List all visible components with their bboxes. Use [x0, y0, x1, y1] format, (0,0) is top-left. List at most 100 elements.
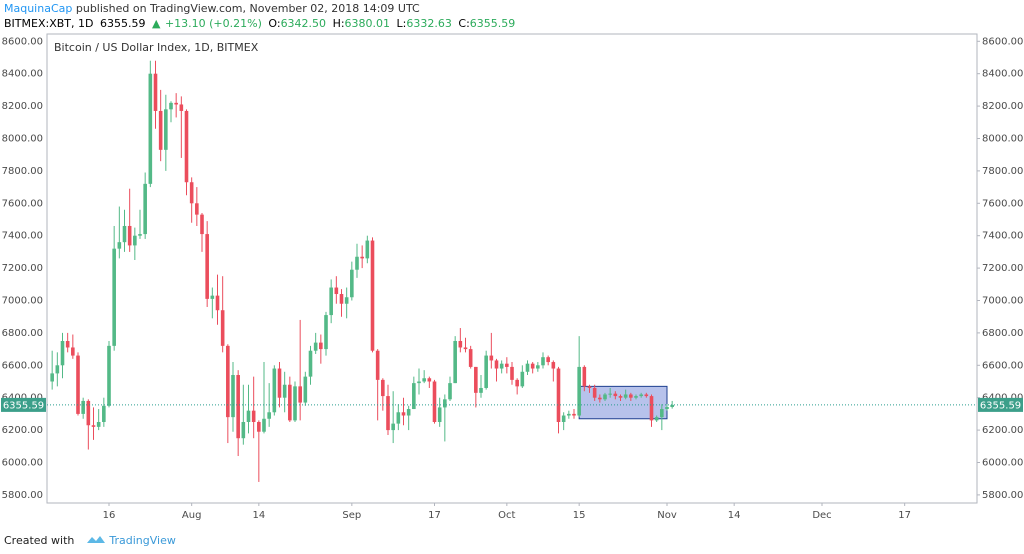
candle-body: [107, 345, 111, 406]
h-label: H:: [332, 17, 345, 30]
candle-body: [618, 396, 623, 398]
y-tick-label: 5800.00: [2, 490, 43, 501]
created-with: Created with: [4, 534, 75, 547]
candle-body: [324, 315, 328, 350]
candle-body: [174, 102, 178, 105]
l-label: L:: [396, 17, 407, 30]
candle-body: [525, 363, 530, 372]
candle-body: [272, 368, 277, 413]
candle-body: [468, 349, 473, 367]
candle-body: [443, 399, 447, 408]
candle-body: [623, 394, 628, 398]
candle-body: [117, 242, 122, 249]
candle-body: [350, 269, 354, 298]
candle-body: [401, 412, 406, 416]
candle-body: [592, 387, 597, 398]
candle-body: [572, 413, 576, 416]
candle-body: [60, 340, 65, 366]
candle-body: [510, 366, 514, 380]
brand[interactable]: TradingView: [109, 534, 176, 547]
candle-body: [551, 362, 556, 369]
candle-body: [76, 355, 80, 414]
candle-body: [412, 383, 416, 410]
candle-body: [251, 410, 256, 422]
candle-body: [634, 396, 638, 398]
brand-logo: [86, 536, 105, 543]
y-tick-label-right: 6200.00: [982, 425, 1023, 436]
candle-body: [133, 235, 137, 246]
candle-body: [86, 400, 91, 426]
candle-body: [184, 110, 189, 183]
y-tick-label-right: 5800.00: [982, 490, 1023, 501]
candle-body: [215, 295, 220, 311]
candle-body: [236, 375, 240, 439]
candle-body: [226, 345, 230, 418]
x-tick-label: 17: [428, 510, 441, 521]
candle-body: [474, 366, 478, 393]
candle-body: [334, 287, 339, 295]
candle-body: [355, 256, 359, 270]
x-tick-label: 16: [103, 510, 116, 521]
candle-body: [660, 409, 664, 418]
candle-body: [530, 363, 535, 369]
y-tick-label-right: 8200.00: [982, 101, 1023, 112]
last-price-box: [1, 397, 46, 412]
y-tick-label: 8600.00: [2, 36, 43, 47]
candle-body: [598, 397, 602, 400]
candle-body: [556, 368, 561, 422]
last: 6355.59: [99, 17, 146, 30]
candle-body: [654, 417, 659, 421]
candle-body: [515, 379, 519, 387]
x-tick-label: Nov: [657, 510, 677, 521]
candle-body: [189, 182, 194, 204]
y-tick-label: 8200.00: [2, 101, 43, 112]
annotation-box: [578, 385, 668, 420]
y-tick-label: 7400.00: [2, 231, 43, 242]
candle-body: [608, 393, 612, 395]
candle-body: [102, 405, 106, 422]
candle-body: [205, 234, 209, 299]
candle-body: [319, 342, 323, 350]
y-tick-label-right: 7600.00: [982, 198, 1023, 209]
candle-body: [143, 183, 147, 235]
candle-body: [112, 248, 116, 346]
candle-body: [298, 386, 302, 403]
last-price-box-right: [978, 397, 1023, 412]
candle-body: [546, 357, 550, 363]
last-price-label: 6355.59: [3, 400, 44, 411]
candle-body: [432, 381, 437, 422]
c-label: C:: [458, 17, 470, 30]
candle-body: [231, 375, 235, 418]
l: 6332.63: [406, 17, 452, 30]
candle-body: [484, 355, 488, 388]
candle-body: [55, 365, 60, 374]
candle-body: [644, 394, 649, 397]
candle-body: [541, 357, 545, 366]
y-tick-label: 6800.00: [2, 328, 43, 339]
candle-body: [50, 373, 54, 382]
y-tick-label-right: 6800.00: [982, 328, 1023, 339]
h: 6380.01: [344, 17, 391, 30]
candle-body: [210, 295, 215, 299]
candle-body: [303, 376, 308, 403]
candle-body: [277, 368, 282, 398]
candle-body: [153, 73, 158, 111]
y-tick-label-right: 7800.00: [982, 166, 1023, 177]
candle-body: [629, 394, 633, 398]
candle-body: [339, 294, 344, 304]
candle-body: [391, 423, 395, 431]
x-tick-label: Aug: [182, 510, 202, 521]
candle-body: [164, 109, 168, 150]
author[interactable]: MaquinaCap: [4, 2, 73, 15]
y-tick-label: 7800.00: [2, 166, 43, 177]
candle-body: [406, 409, 411, 416]
candle-body: [396, 412, 401, 424]
candle-body: [536, 365, 540, 369]
candle-body: [293, 386, 297, 421]
candle-body: [148, 73, 153, 184]
candle-body: [582, 366, 587, 387]
quote-line: BITMEX:XBT, 1D 6355.59 ▲ +13.10 (+0.21%)…: [4, 17, 518, 30]
candle-body: [262, 418, 266, 432]
y-tick-label: 7600.00: [2, 198, 43, 209]
